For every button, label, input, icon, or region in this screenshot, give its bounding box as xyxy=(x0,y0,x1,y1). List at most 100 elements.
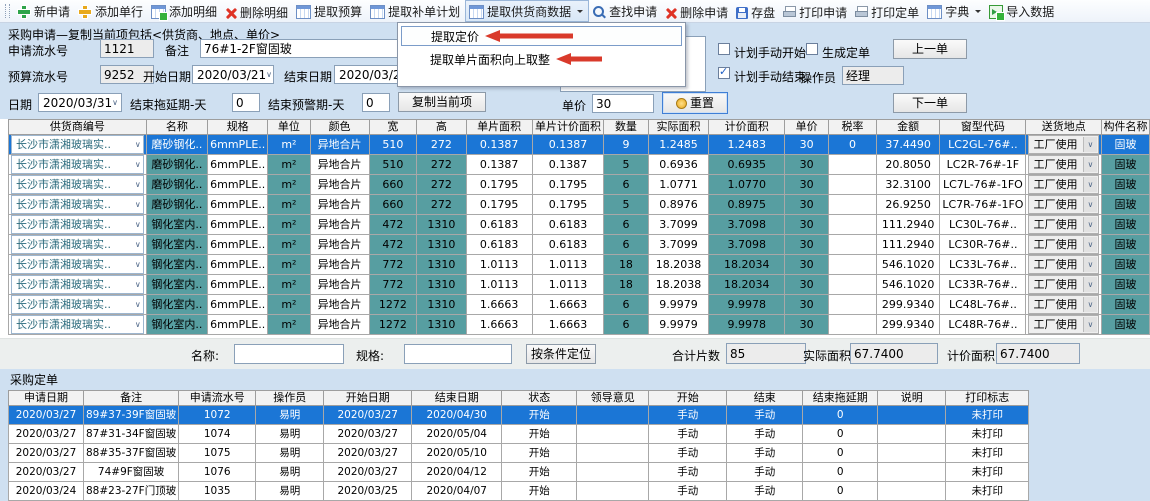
copy-current-button[interactable]: 复制当前项 xyxy=(398,92,486,112)
cell[interactable]: 手动 xyxy=(726,462,804,482)
cell[interactable]: 固玻 xyxy=(1100,154,1150,175)
cell[interactable]: LC2GL-76#.. xyxy=(939,134,1027,155)
cell[interactable]: 0.1795 xyxy=(465,194,533,215)
detail-row[interactable]: 长沙市潇湘玻璃实.. ∨ 钢化室内.. 6mmPLE.. m² 异地合片 1272 1310 1… xyxy=(8,294,1150,315)
cell[interactable]: 6mmPLE.. xyxy=(207,234,269,255)
cell[interactable]: 1076 xyxy=(178,462,257,482)
cell[interactable]: LC30L-76#.. xyxy=(939,214,1027,235)
cell[interactable] xyxy=(576,424,650,444)
cell[interactable]: 0.8975 xyxy=(708,194,786,215)
cell[interactable]: 异地合片 xyxy=(309,134,370,155)
cell[interactable] xyxy=(877,405,947,425)
cell[interactable]: m² xyxy=(267,154,311,175)
column-header[interactable]: 单位 xyxy=(267,119,311,135)
cell[interactable]: 9 xyxy=(603,134,649,155)
cell[interactable]: 易明 xyxy=(255,462,325,482)
cell[interactable]: 3.7098 xyxy=(708,234,786,255)
cell[interactable]: 772 xyxy=(368,274,418,295)
cell[interactable]: 1.6663 xyxy=(531,294,605,315)
supplier-combo[interactable]: 长沙市潇湘玻璃实.. ∨ xyxy=(11,235,144,254)
cell[interactable]: 1075 xyxy=(178,443,257,463)
toolbar-button-add-detail[interactable]: 添加明细 xyxy=(148,1,222,21)
supplier-combo[interactable]: 长沙市潇湘玻璃实.. ∨ xyxy=(11,215,144,234)
cell[interactable]: 9.9979 xyxy=(647,294,710,315)
cell[interactable]: 0.6935 xyxy=(708,154,786,175)
supplier-combo[interactable]: 长沙市潇湘玻璃实.. ∨ xyxy=(11,275,144,294)
order-row[interactable]: 2020/03/27 74#9F窗固玻 1076 易明 2020/03/27 2020/0… xyxy=(8,462,1030,482)
cell[interactable]: 6mmPLE.. xyxy=(207,154,269,175)
detail-row[interactable]: 长沙市潇湘玻璃实.. ∨ 钢化室内.. 6mmPLE.. m² 异地合片 472 1310 0.… xyxy=(8,234,1150,255)
cell[interactable]: m² xyxy=(267,274,311,295)
cell[interactable]: 1.0113 xyxy=(531,274,605,295)
cell[interactable]: 0.6183 xyxy=(465,234,533,255)
cell[interactable]: 18 xyxy=(603,274,649,295)
budget-no-field[interactable] xyxy=(100,65,154,84)
previous-order-button[interactable]: 上一单 xyxy=(893,39,967,59)
cell[interactable]: 472 xyxy=(368,234,418,255)
cell[interactable]: 1.0113 xyxy=(531,254,605,275)
column-header[interactable]: 颜色 xyxy=(309,119,370,135)
cell[interactable]: 手动 xyxy=(648,405,728,425)
cell[interactable]: 磨砂钢化.. xyxy=(145,154,209,175)
cell[interactable] xyxy=(828,174,877,195)
delivery-location-combo[interactable]: 工厂使用 ∨ xyxy=(1028,135,1099,154)
cell[interactable]: 2020/03/27 xyxy=(8,424,84,444)
cell[interactable]: 30 xyxy=(784,174,830,195)
toolbar-button-new-request[interactable]: 新申请 xyxy=(14,2,75,22)
cell[interactable]: 30 xyxy=(784,234,830,255)
cell[interactable]: 546.1020 xyxy=(875,274,941,295)
column-header[interactable]: 送货地点 xyxy=(1025,119,1102,135)
cell[interactable]: 1310 xyxy=(416,214,467,235)
priced-area-field[interactable] xyxy=(996,343,1080,364)
cell[interactable]: 37.4490 xyxy=(875,134,941,155)
cell[interactable]: 0.6183 xyxy=(531,214,605,235)
cell[interactable]: 1.6663 xyxy=(531,314,605,335)
column-header[interactable]: 单价 xyxy=(784,119,830,135)
unit-price-field[interactable] xyxy=(592,94,654,113)
cell[interactable]: m² xyxy=(267,314,311,335)
cell[interactable]: m² xyxy=(267,294,311,315)
cell[interactable]: 3.7098 xyxy=(708,214,786,235)
column-header[interactable]: 备注 xyxy=(82,390,180,406)
cell[interactable]: 1272 xyxy=(368,294,418,315)
cell[interactable] xyxy=(576,443,650,463)
cell[interactable]: 5 xyxy=(603,194,649,215)
cell[interactable]: 111.2940 xyxy=(875,214,941,235)
column-header[interactable]: 申请日期 xyxy=(8,390,84,406)
cell[interactable]: 0.8976 xyxy=(647,194,710,215)
cell[interactable]: 2020/03/24 xyxy=(8,481,84,501)
cell[interactable]: 74#9F窗固玻 xyxy=(82,462,180,482)
column-header[interactable]: 实际面积 xyxy=(647,119,710,135)
cell[interactable]: 手动 xyxy=(726,481,804,501)
cell[interactable]: 87#31-34F窗固玻 xyxy=(82,424,180,444)
cell[interactable]: 88#35-37F窗固玻 xyxy=(82,443,180,463)
cell[interactable]: 272 xyxy=(416,174,467,195)
cell[interactable]: 固玻 xyxy=(1100,134,1150,155)
column-header[interactable]: 状态 xyxy=(501,390,578,406)
cell[interactable]: 0 xyxy=(828,134,877,155)
cell[interactable]: LC33R-76#.. xyxy=(939,274,1027,295)
column-header[interactable]: 申请流水号 xyxy=(178,390,257,406)
column-header[interactable]: 名称 xyxy=(145,119,209,135)
column-header[interactable]: 金额 xyxy=(875,119,941,135)
cell[interactable]: 0.1387 xyxy=(531,134,605,155)
cell[interactable]: m² xyxy=(267,194,311,215)
cell[interactable]: 9.9978 xyxy=(708,294,786,315)
cell[interactable]: 1.2483 xyxy=(708,134,786,155)
cell[interactable]: 1072 xyxy=(178,405,257,425)
cell[interactable]: 20.8050 xyxy=(875,154,941,175)
cell[interactable]: 6 xyxy=(603,234,649,255)
cell[interactable]: 固玻 xyxy=(1100,314,1150,335)
cell[interactable]: LC48L-76#.. xyxy=(939,294,1027,315)
cell[interactable]: 1.0770 xyxy=(708,174,786,195)
cell[interactable] xyxy=(576,405,650,425)
cell[interactable] xyxy=(828,314,877,335)
column-header[interactable]: 说明 xyxy=(877,390,947,406)
column-header[interactable]: 高 xyxy=(416,119,467,135)
manual-start-checkbox[interactable] xyxy=(718,43,730,55)
column-header[interactable]: 结束拖延期 xyxy=(802,390,879,406)
cell[interactable]: 异地合片 xyxy=(309,254,370,275)
cell[interactable]: 未打印 xyxy=(945,443,1030,463)
cell[interactable]: 0 xyxy=(802,443,879,463)
order-row[interactable]: 2020/03/27 89#37-39F窗固玻 1072 易明 2020/03/27 20… xyxy=(8,405,1030,425)
